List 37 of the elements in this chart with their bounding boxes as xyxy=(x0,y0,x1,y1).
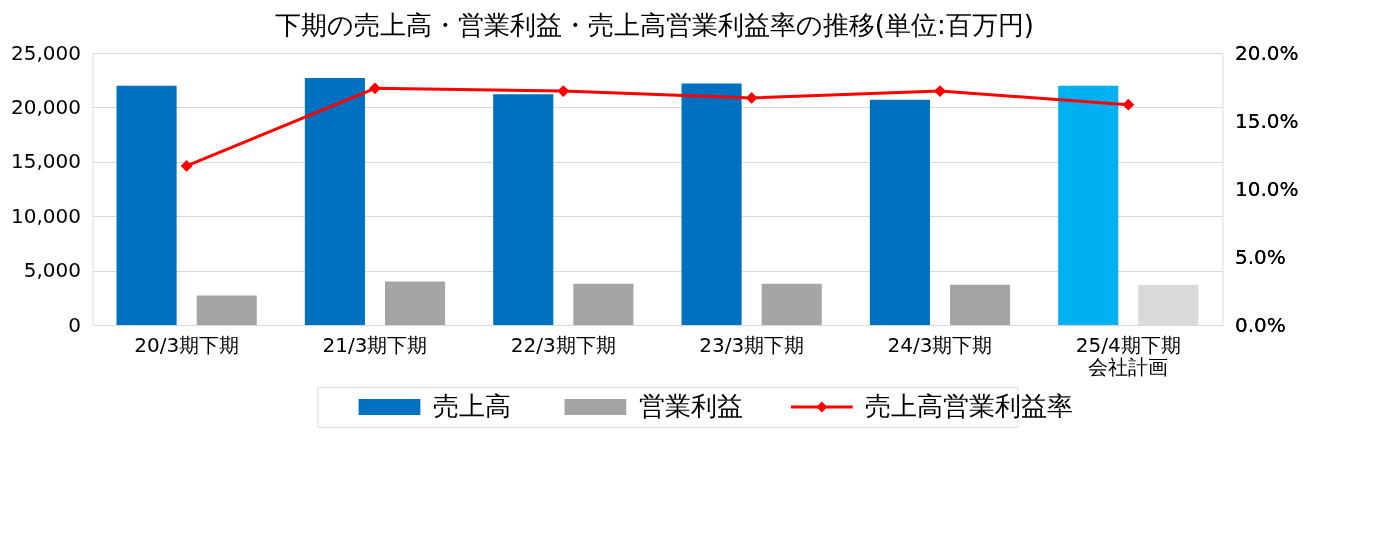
y-tick-label: 10,000 xyxy=(11,203,81,228)
bar xyxy=(761,283,822,325)
y-tick-label: 25,000 xyxy=(11,40,81,65)
y2-tick-label: 0.0% xyxy=(1234,312,1286,337)
legend-label: 営業利益 xyxy=(638,391,743,421)
bar xyxy=(196,295,257,325)
y2-tick-label: 15.0% xyxy=(1234,108,1299,133)
bar xyxy=(573,283,634,325)
y-tick-label: 0 xyxy=(68,312,81,337)
point xyxy=(369,82,381,95)
point xyxy=(1122,98,1135,111)
bar xyxy=(681,83,742,325)
x-tick-label: 25/4期下期会社計画 xyxy=(1075,332,1181,379)
bar xyxy=(1138,284,1199,325)
y-tick-label: 15,000 xyxy=(11,149,81,174)
y2-tick-label: 20.0% xyxy=(1234,40,1299,65)
legend-label: 売上高 xyxy=(432,391,511,421)
bar xyxy=(385,281,446,325)
legend-label: 売上高営業利益率 xyxy=(865,391,1074,421)
point xyxy=(180,159,193,172)
bar xyxy=(493,94,554,325)
x-tick-label: 22/3期下期 xyxy=(510,332,616,357)
x-tick-label: 20/3期下期 xyxy=(134,332,240,357)
bar xyxy=(304,78,365,325)
y2-tick-label: 5.0% xyxy=(1234,244,1286,269)
point xyxy=(934,85,946,97)
x-tick-label: 23/3期下期 xyxy=(699,332,805,357)
chart-title: 下期の売上高・営業利益・売上高営業利益率の推移(単位:百万円) xyxy=(274,9,1034,40)
y-tick-label: 20,000 xyxy=(11,94,81,119)
bar xyxy=(116,85,177,325)
x-tick-label: 24/3期下期 xyxy=(887,332,993,357)
y2-tick-label: 10.0% xyxy=(1234,176,1299,201)
bar xyxy=(950,284,1011,325)
x-tick-label: 21/3期下期 xyxy=(322,332,428,357)
bar xyxy=(869,99,930,325)
y-tick-label: 5,000 xyxy=(23,258,81,283)
bar xyxy=(1058,85,1119,325)
